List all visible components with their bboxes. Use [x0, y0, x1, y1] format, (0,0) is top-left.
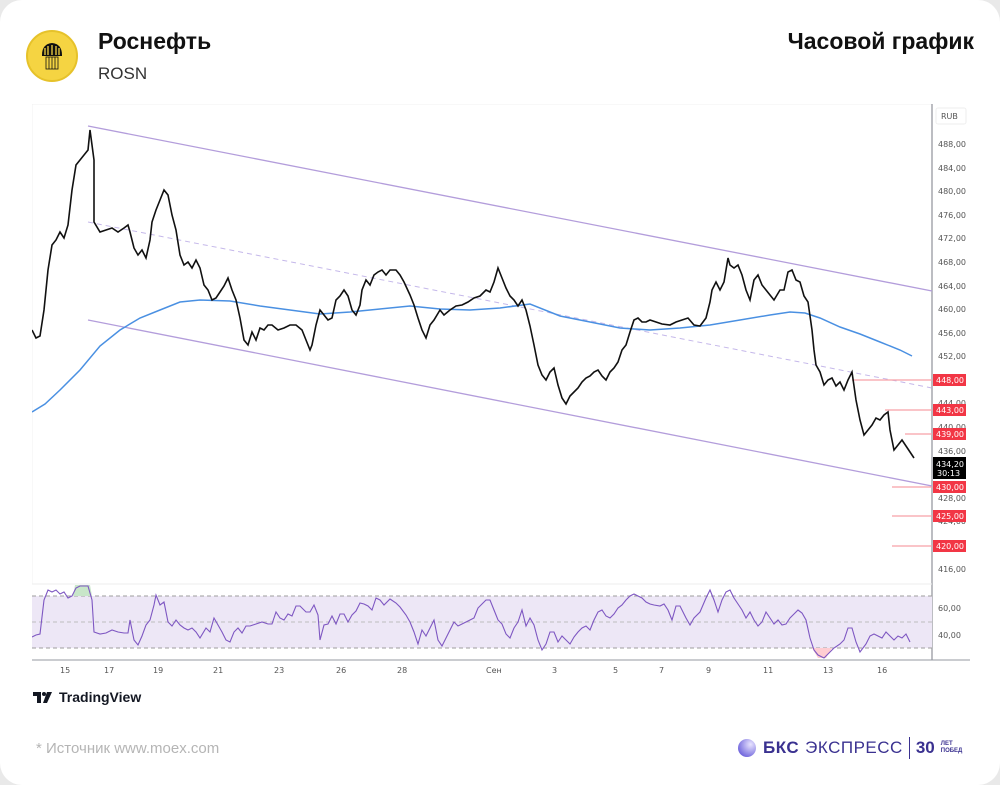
brand-light: ЭКСПРЕСС	[805, 738, 903, 757]
brand-bold: БКС	[763, 738, 800, 757]
rsi-pane[interactable]: 60,00 40,00	[32, 585, 961, 659]
svg-text:434,20: 434,20	[936, 460, 964, 469]
svg-text:428,00: 428,00	[938, 494, 966, 503]
brand-30: 30	[915, 738, 935, 757]
y-axis-ticks: 488,00 484,00 480,00 476,00 472,00 468,0…	[938, 140, 966, 574]
bcs-sphere-icon	[738, 739, 756, 757]
moving-average-line[interactable]	[32, 299, 913, 413]
svg-text:26: 26	[336, 666, 346, 675]
channel-lower-line[interactable]	[87, 319, 933, 487]
svg-text:443,00: 443,00	[936, 406, 964, 415]
rosneft-logo-icon	[26, 30, 78, 82]
svg-text:439,00: 439,00	[936, 430, 964, 439]
brand-divider	[908, 737, 910, 759]
svg-text:30:13: 30:13	[937, 469, 960, 478]
svg-text:472,00: 472,00	[938, 234, 966, 243]
svg-text:7: 7	[659, 666, 664, 675]
svg-text:452,00: 452,00	[938, 352, 966, 361]
svg-text:464,00: 464,00	[938, 282, 966, 291]
tradingview-icon	[33, 691, 52, 703]
svg-text:448,00: 448,00	[936, 376, 964, 385]
svg-text:60,00: 60,00	[938, 604, 961, 613]
svg-text:460,00: 460,00	[938, 305, 966, 314]
ticker: ROSN	[98, 64, 148, 83]
bcs-express-logo: БКС ЭКСПРЕСС 30 ЛЕТ ПОБЕД	[737, 737, 962, 759]
source-note: * Источник www.moex.com	[36, 740, 220, 757]
tradingview-label: TradingView	[59, 689, 142, 705]
svg-text:480,00: 480,00	[938, 187, 966, 196]
svg-text:476,00: 476,00	[938, 211, 966, 220]
svg-text:444,00: 444,00	[938, 399, 966, 408]
svg-text:11: 11	[763, 666, 773, 675]
svg-text:21: 21	[213, 666, 223, 675]
company-name: Роснефть	[98, 28, 212, 54]
svg-text:17: 17	[104, 666, 114, 675]
channel-upper-line[interactable]	[87, 125, 933, 292]
svg-text:40,00: 40,00	[938, 631, 961, 640]
svg-text:3: 3	[552, 666, 557, 675]
brand-small: ЛЕТ ПОБЕД	[940, 741, 963, 754]
svg-text:13: 13	[823, 666, 833, 675]
last-price-label	[933, 457, 966, 479]
svg-text:16: 16	[877, 666, 887, 675]
svg-text:5: 5	[613, 666, 618, 675]
svg-text:488,00: 488,00	[938, 140, 966, 149]
svg-text:416,00: 416,00	[938, 565, 966, 574]
svg-text:28: 28	[397, 666, 407, 675]
timeframe-title: Часовой график	[787, 28, 974, 54]
svg-text:440,00: 440,00	[938, 423, 966, 432]
svg-text:23: 23	[274, 666, 284, 675]
svg-text:Сен: Сен	[486, 666, 502, 675]
svg-text:425,00: 425,00	[936, 512, 964, 521]
price-chart[interactable]: RUB 488,00 484,00 480,00 476,00 472,00 4…	[32, 104, 972, 682]
svg-text:15: 15	[60, 666, 70, 675]
svg-text:19: 19	[153, 666, 163, 675]
svg-text:9: 9	[706, 666, 711, 675]
support-levels[interactable]: 448,00 443,00 439,00 430,00 425,00 420,0…	[852, 374, 966, 552]
svg-text:484,00: 484,00	[938, 164, 966, 173]
svg-text:436,00: 436,00	[938, 447, 966, 456]
price-candles[interactable]	[32, 129, 915, 459]
tradingview-logo: TradingView	[33, 689, 141, 705]
svg-text:430,00: 430,00	[936, 483, 964, 492]
currency-label: RUB	[941, 112, 958, 121]
svg-text:420,00: 420,00	[936, 542, 964, 551]
x-axis-ticks: 15 17 19 21 23 26 28 Сен 3 5 7 9 11 13 1…	[60, 666, 887, 675]
svg-text:468,00: 468,00	[938, 258, 966, 267]
svg-text:456,00: 456,00	[938, 329, 966, 338]
